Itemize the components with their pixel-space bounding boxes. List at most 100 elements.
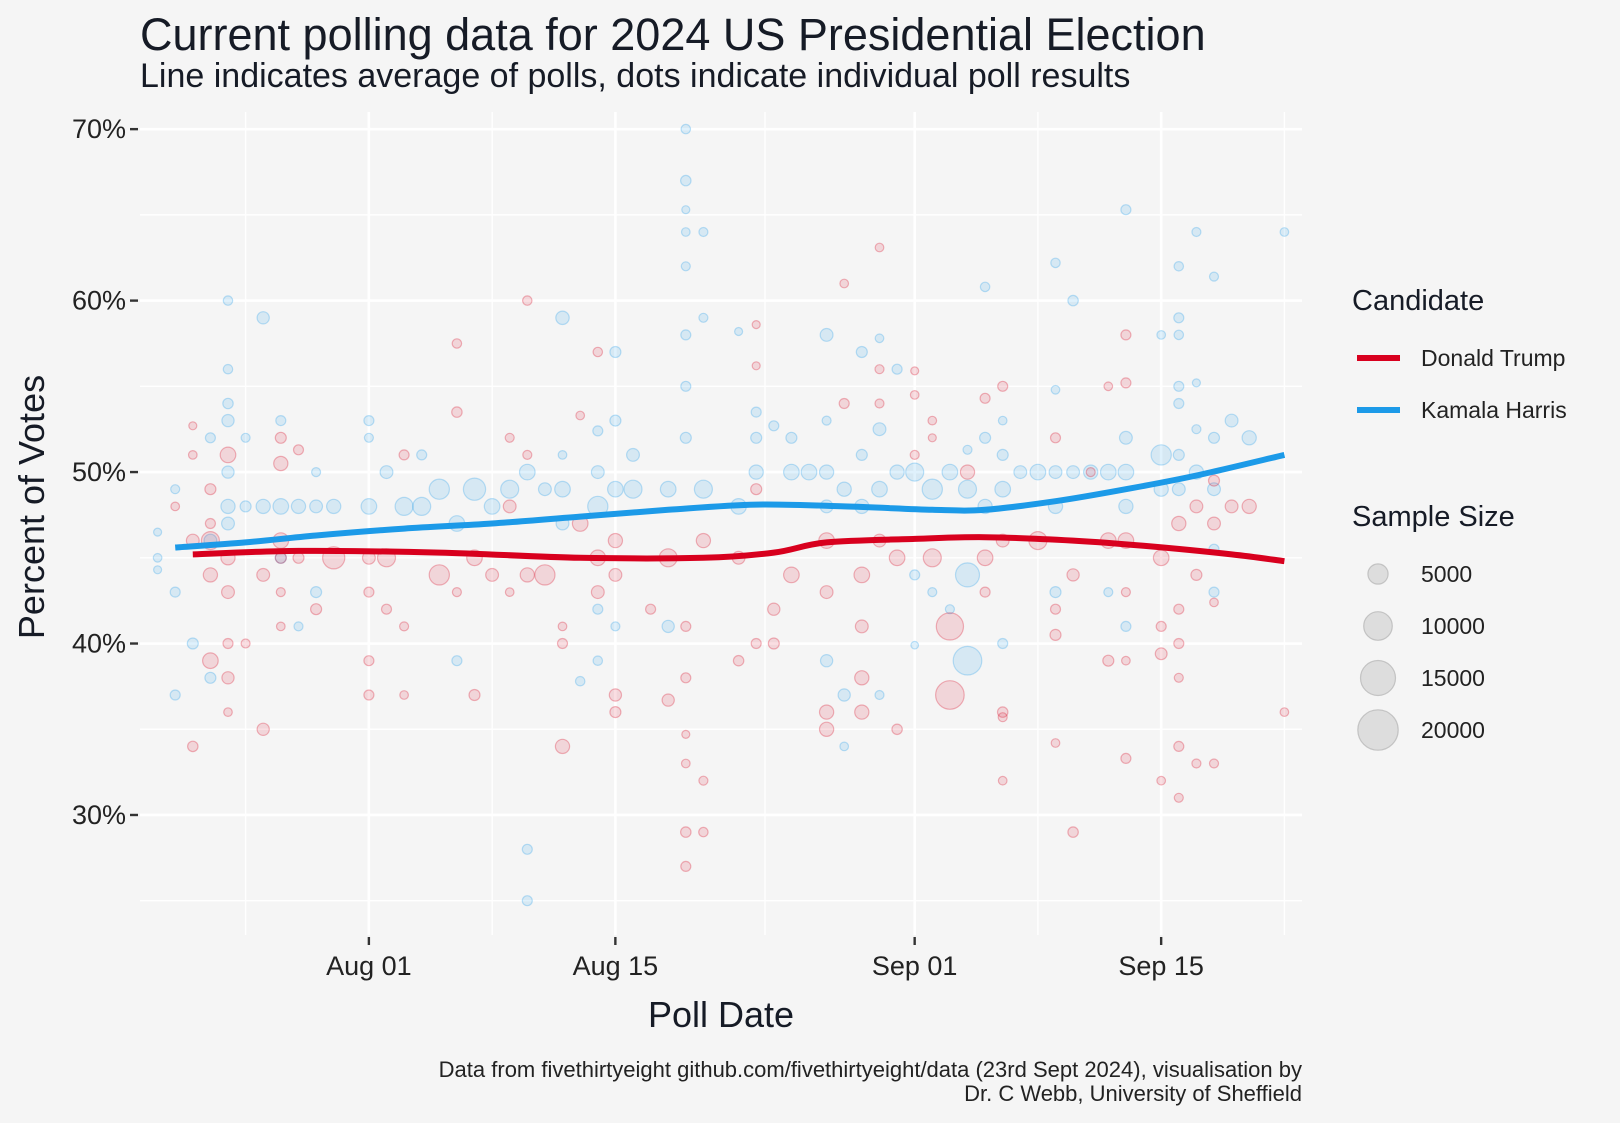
poll-point-harris: [607, 480, 624, 498]
poll-point-trump: [1050, 738, 1061, 748]
poll-point-harris: [428, 478, 450, 500]
poll-point-harris: [1224, 413, 1239, 428]
poll-point-trump: [750, 637, 762, 650]
poll-point-trump: [854, 619, 869, 634]
poll-point-harris: [1029, 463, 1047, 481]
legend-size-swatch: [1367, 563, 1389, 585]
poll-point-harris: [921, 478, 944, 500]
poll-point-harris: [962, 444, 973, 455]
caption-line-1: Data from fivethirtyeight github.com/fiv…: [439, 1057, 1302, 1082]
poll-point-trump: [695, 532, 712, 549]
poll-point-harris: [221, 413, 235, 428]
poll-point-trump: [273, 455, 289, 472]
poll-point-trump: [1049, 628, 1062, 642]
poll-point-trump: [891, 723, 903, 736]
poll-point-trump: [1120, 586, 1132, 598]
poll-point-trump: [874, 398, 885, 409]
poll-point-trump: [1085, 467, 1096, 478]
poll-point-trump: [1152, 549, 1170, 567]
poll-point-harris: [994, 480, 1012, 498]
legend-size-label: 20000: [1421, 717, 1485, 743]
poll-point-trump: [1066, 568, 1080, 582]
poll-point-harris: [1048, 465, 1063, 480]
poll-point-harris: [222, 295, 234, 306]
poll-point-harris: [1171, 482, 1186, 497]
poll-point-harris: [837, 688, 851, 702]
poll-point-trump: [256, 567, 271, 582]
poll-point-harris: [462, 477, 487, 501]
poll-point-trump: [935, 612, 965, 641]
poll-point-harris: [1208, 271, 1220, 282]
poll-point-trump: [909, 390, 920, 400]
poll-point-trump: [502, 499, 517, 514]
poll-point-trump: [1173, 740, 1185, 753]
poll-point-trump: [1120, 377, 1132, 389]
poll-point-trump: [201, 652, 219, 670]
poll-point-trump: [554, 738, 571, 755]
poll-point-trump: [767, 637, 780, 650]
poll-point-trump: [187, 740, 199, 753]
poll-point-harris: [680, 329, 692, 341]
poll-point-trump: [380, 603, 393, 615]
y-tick-label: 60%: [72, 286, 126, 316]
caption-line-2: Dr. C Webb, University of Sheffield: [964, 1081, 1302, 1106]
poll-point-trump: [838, 397, 850, 410]
poll-point-trump: [399, 621, 410, 632]
y-tick-label: 70%: [72, 114, 126, 144]
x-tick-label: Aug 15: [573, 951, 659, 981]
poll-point-trump: [854, 670, 870, 686]
poll-point-harris: [310, 585, 323, 599]
legend-label-trump: Donald Trump: [1421, 345, 1565, 371]
poll-point-harris: [1172, 448, 1185, 461]
poll-point-harris: [872, 422, 887, 437]
poll-point-trump: [818, 704, 835, 720]
poll-point-trump: [275, 621, 286, 632]
poll-point-harris: [1049, 585, 1062, 599]
poll-point-harris: [680, 123, 692, 135]
poll-point-harris: [855, 448, 868, 461]
poll-point-harris: [239, 500, 252, 513]
poll-point-trump: [1173, 672, 1184, 683]
poll-point-harris: [748, 464, 764, 480]
poll-point-harris: [537, 482, 552, 497]
poll-point-trump: [504, 432, 515, 443]
poll-point-harris: [451, 655, 463, 667]
poll-point-trump: [202, 567, 219, 583]
poll-point-harris: [186, 637, 199, 650]
poll-point-harris: [483, 498, 501, 515]
poll-point-trump: [680, 758, 691, 769]
poll-point-trump: [204, 517, 216, 530]
poll-point-harris: [1082, 464, 1099, 480]
poll-point-trump: [680, 672, 692, 684]
poll-point-harris: [1120, 204, 1132, 216]
legend-size-swatch: [1363, 611, 1393, 641]
poll-point-harris: [733, 326, 744, 337]
poll-point-trump: [607, 532, 624, 549]
poll-point-trump: [819, 585, 834, 600]
poll-point-trump: [451, 406, 463, 418]
poll-point-trump: [451, 586, 462, 598]
poll-point-harris: [170, 484, 181, 495]
poll-point-harris: [1207, 431, 1221, 444]
poll-point-harris: [363, 415, 375, 427]
poll-point-harris: [555, 310, 570, 326]
poll-point-harris: [680, 380, 692, 392]
poll-point-harris: [836, 481, 852, 497]
poll-point-trump: [274, 431, 287, 444]
poll-point-trump: [1155, 620, 1167, 633]
poll-point-trump: [910, 366, 920, 376]
poll-point-harris: [819, 654, 834, 668]
poll-point-trump: [609, 705, 622, 719]
poll-point-trump: [221, 585, 236, 600]
poll-point-harris: [1173, 260, 1185, 272]
poll-point-trump: [275, 586, 286, 598]
poll-point-harris: [363, 432, 374, 443]
poll-point-trump: [1154, 647, 1168, 661]
chart-title: Current polling data for 2024 US Preside…: [140, 9, 1206, 60]
poll-point-harris: [309, 499, 324, 514]
poll-point-harris: [1173, 329, 1185, 341]
poll-point-harris: [1117, 463, 1135, 481]
poll-point-trump: [644, 603, 657, 615]
poll-point-trump: [292, 551, 305, 564]
poll-point-harris: [785, 431, 798, 444]
